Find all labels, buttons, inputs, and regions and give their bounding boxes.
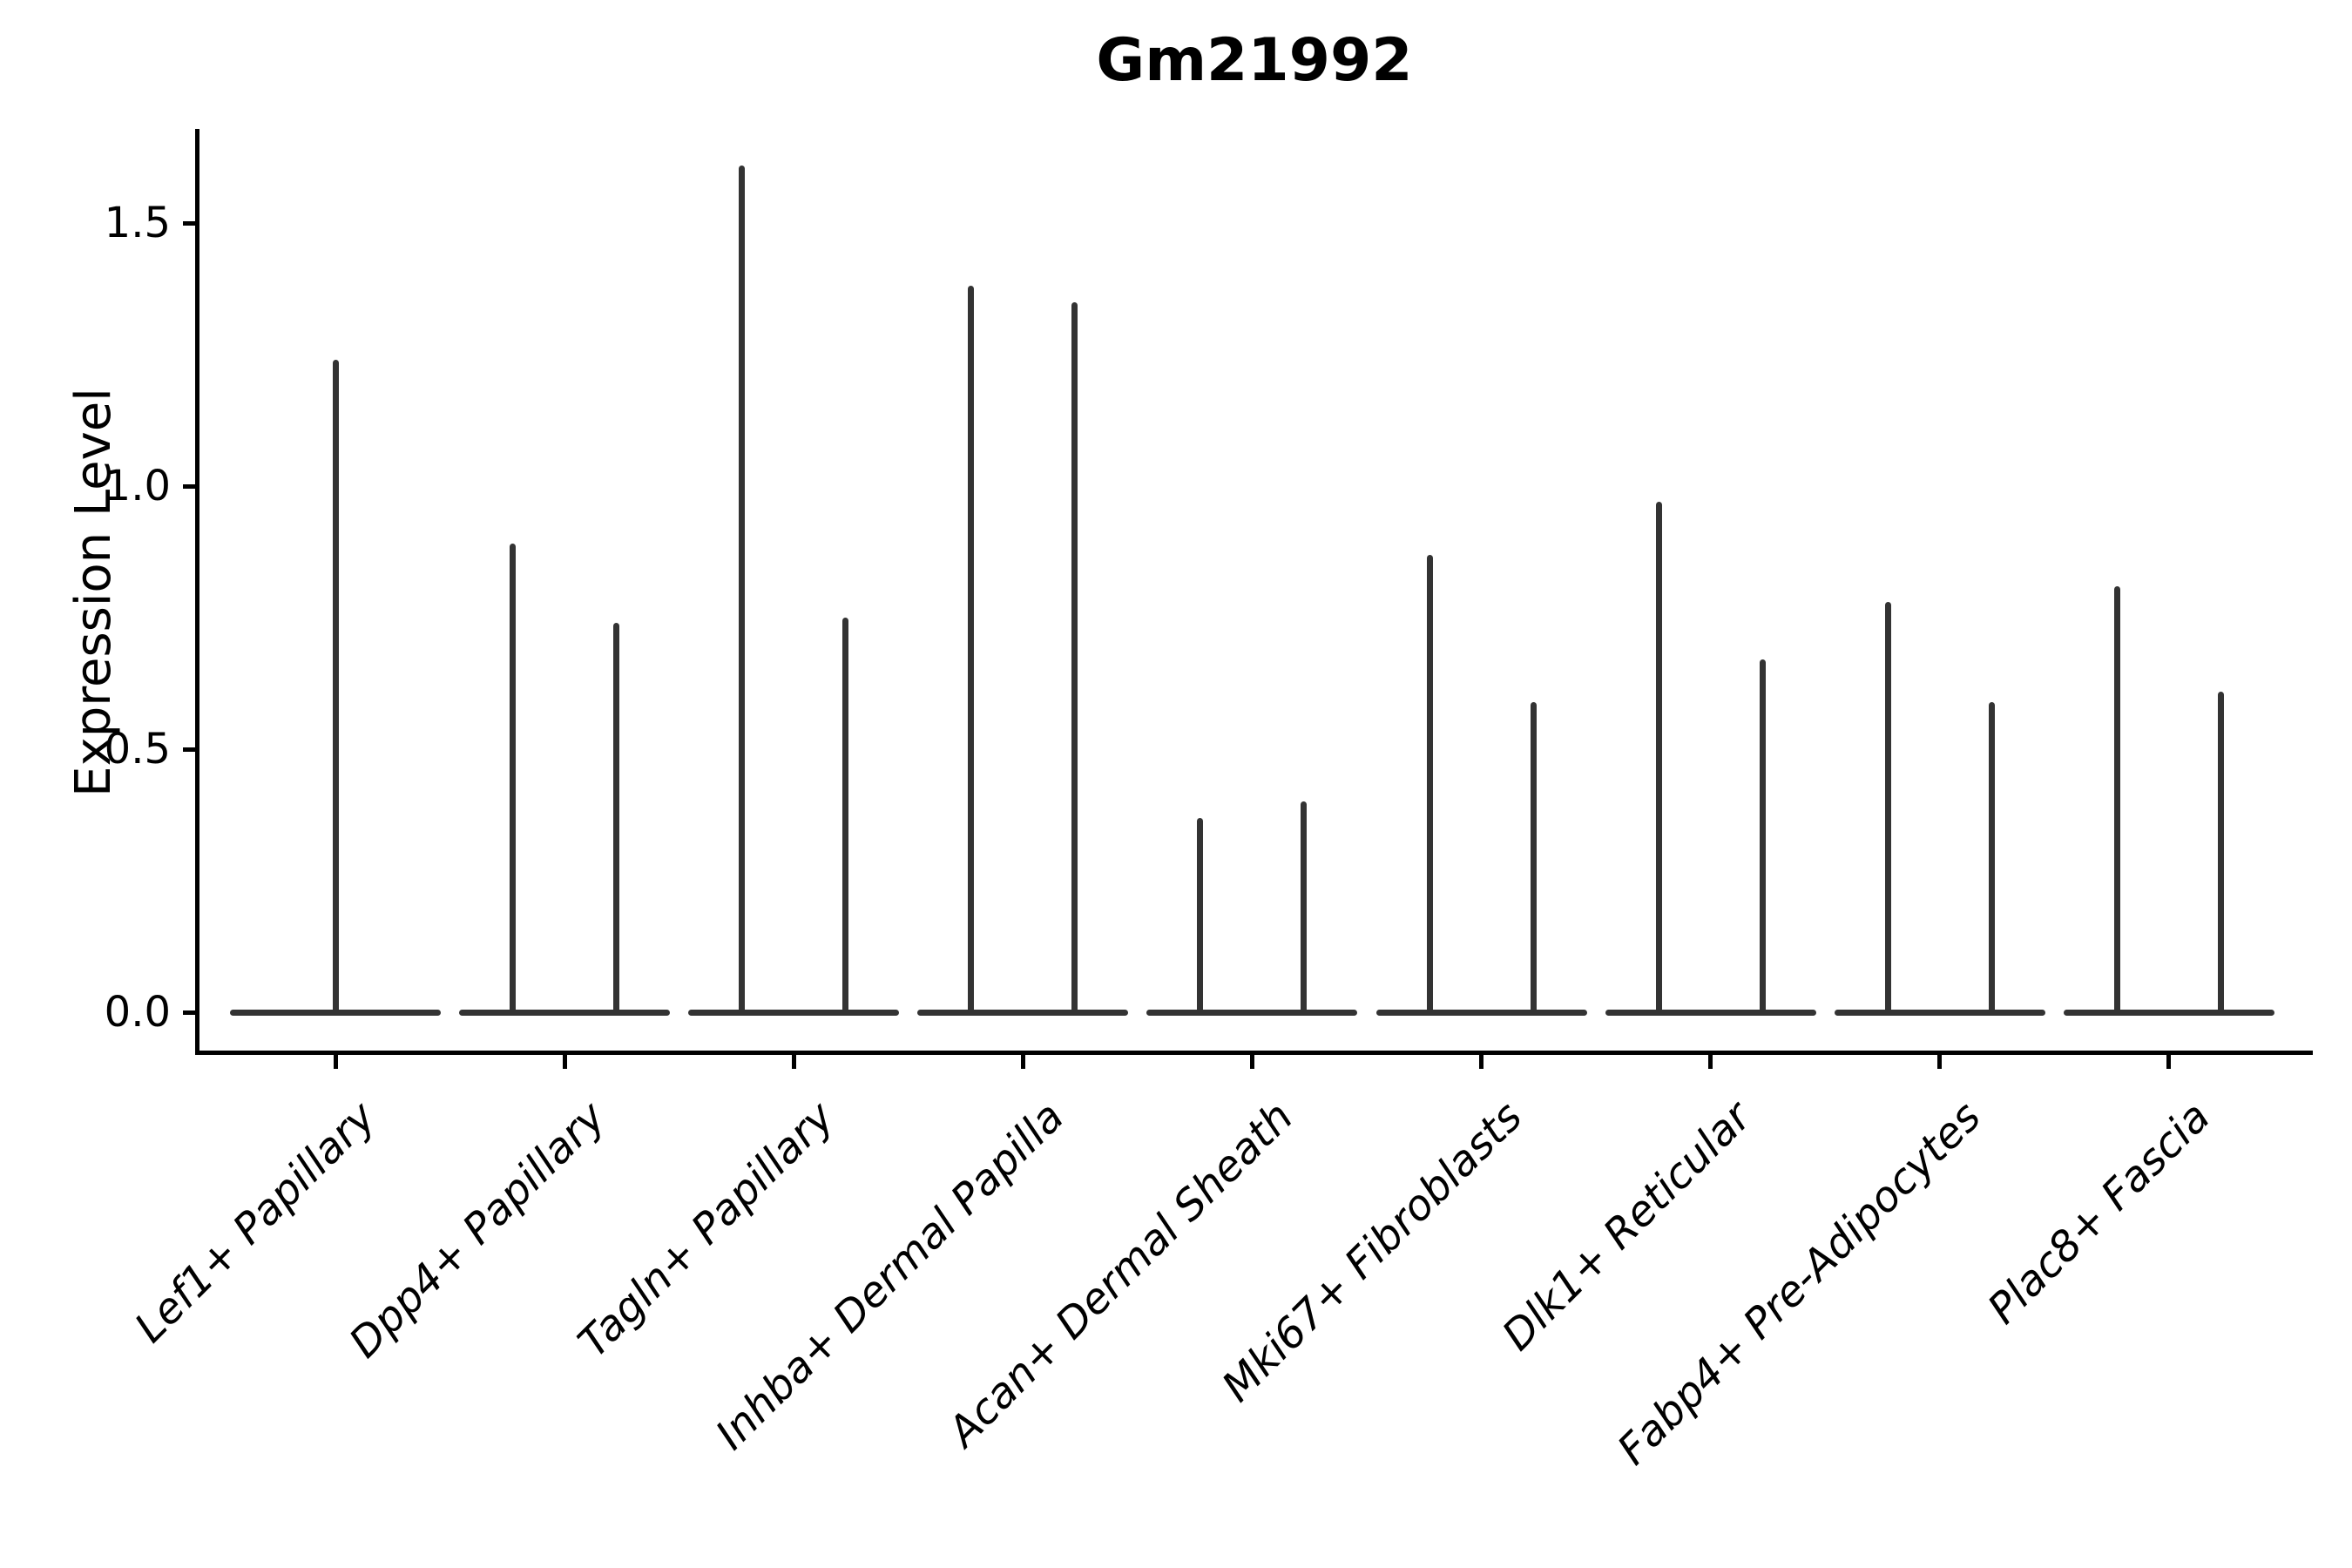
violin-baseline <box>1375 1009 1587 1016</box>
y-axis-spine <box>195 129 199 1055</box>
violin-spike <box>1530 701 1537 1015</box>
x-tick-label-2: Dpp4+ Papillary <box>340 1092 615 1368</box>
violin-baseline <box>1605 1009 1816 1016</box>
violin-spike <box>2217 691 2224 1015</box>
violin-spike <box>332 360 339 1015</box>
violin-spike <box>1655 502 1662 1015</box>
violin-spike <box>2113 585 2120 1015</box>
violin-spike <box>613 623 620 1015</box>
x-tick-label-7: Dlk1+ Reticular <box>1493 1092 1761 1361</box>
violin-spike <box>842 618 849 1015</box>
y-tick-mark <box>183 220 195 226</box>
violin-spike <box>739 165 746 1015</box>
y-tick-mark <box>183 483 195 489</box>
violin-baseline <box>917 1009 1129 1016</box>
x-tick-label-8: Fabp4+ Pre-Adipocytes <box>1607 1092 1990 1475</box>
violin-baseline <box>2063 1009 2274 1016</box>
y-tick-label: 0.5 <box>104 725 171 774</box>
violin-spike <box>1426 554 1433 1015</box>
violin-spike <box>1071 301 1078 1015</box>
violin-spike <box>968 286 975 1015</box>
x-tick-mark <box>1479 1055 1484 1069</box>
y-tick-mark <box>183 1010 195 1015</box>
violin-baseline <box>688 1009 900 1016</box>
violin-spike <box>1988 701 1995 1015</box>
y-tick-label: 0.0 <box>104 988 171 1037</box>
x-tick-mark <box>1020 1055 1025 1069</box>
x-tick-label-3: Tagln+ Papillary <box>569 1092 844 1368</box>
violin-spike <box>1759 659 1766 1015</box>
violin-spike <box>1884 601 1891 1015</box>
y-tick-label: 1.5 <box>104 199 171 247</box>
chart-title: Gm21992 <box>1096 26 1413 95</box>
x-tick-mark <box>1937 1055 1943 1069</box>
violin-spike <box>1197 817 1204 1015</box>
x-tick-mark <box>791 1055 796 1069</box>
x-tick-mark <box>333 1055 338 1069</box>
y-tick-mark <box>183 747 195 752</box>
x-tick-label-1: Lef1+ Papillary <box>125 1092 386 1353</box>
violin-baseline <box>459 1009 671 1016</box>
violin-spike <box>510 544 517 1015</box>
y-tick-label: 1.0 <box>104 462 171 510</box>
violin-baseline <box>1834 1009 2045 1016</box>
x-tick-mark <box>2166 1055 2172 1069</box>
y-axis-label: Expression Level <box>65 388 122 797</box>
x-axis-spine <box>195 1051 2313 1055</box>
x-tick-label-9: Plac8+ Fascia <box>1977 1092 2220 1334</box>
x-tick-mark <box>562 1055 567 1069</box>
violin-spike <box>1301 801 1308 1015</box>
x-tick-mark <box>1249 1055 1254 1069</box>
violin-baseline <box>1146 1009 1358 1016</box>
x-tick-mark <box>1708 1055 1713 1069</box>
